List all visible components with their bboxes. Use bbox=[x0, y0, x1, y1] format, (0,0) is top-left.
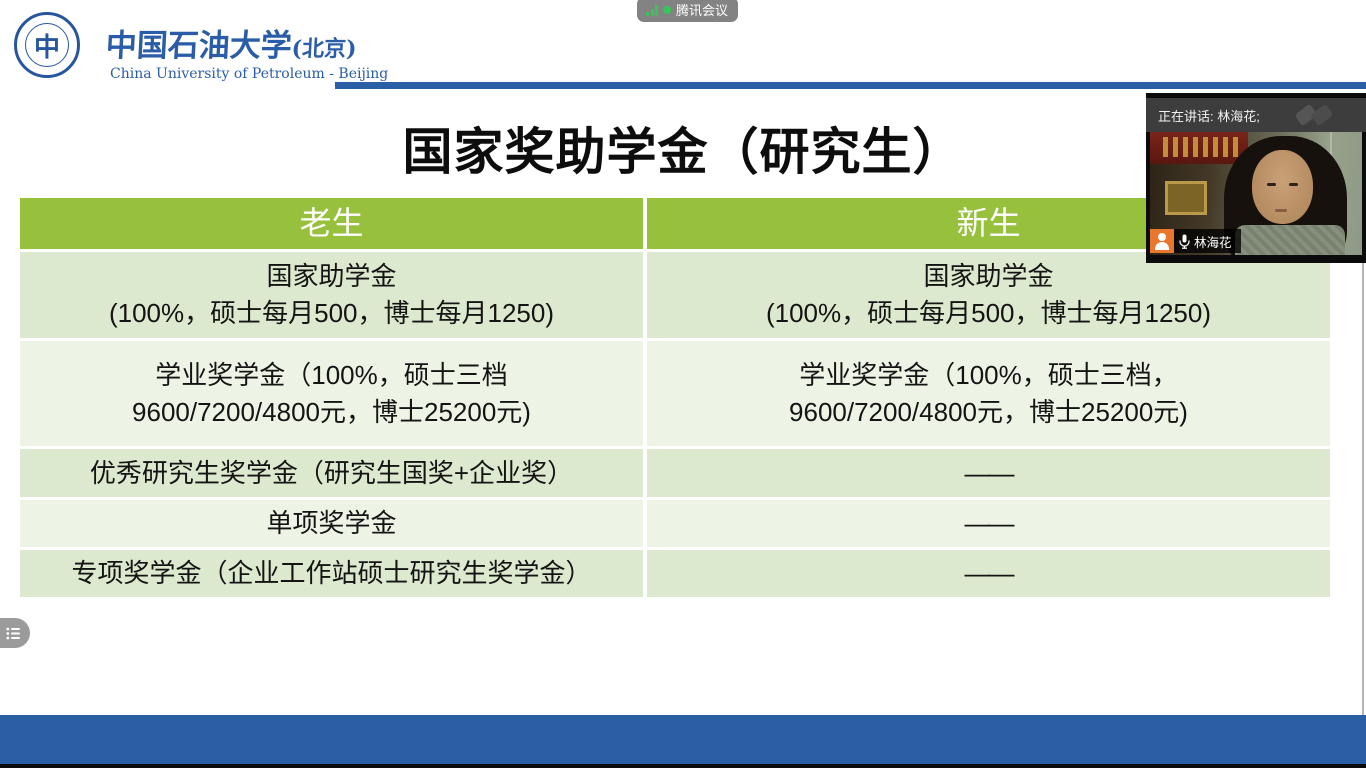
trophies bbox=[1158, 136, 1240, 157]
list-icon bbox=[5, 627, 20, 639]
shared-screen-edge bbox=[1362, 263, 1364, 715]
speaker-video-panel[interactable]: 正在讲话: 林海花; 林海花 bbox=[1146, 93, 1366, 263]
speaker-face bbox=[1251, 150, 1314, 225]
table-row: 国家助学金 (100%，硕士每月500，博士每月1250) 国家助学金 (100… bbox=[20, 252, 1330, 338]
table-row: 优秀研究生奖学金（研究生国奖+企业奖） —— bbox=[20, 449, 1330, 497]
meeting-status-pill[interactable]: 腾讯会议 bbox=[637, 0, 739, 22]
eye bbox=[1289, 182, 1299, 186]
university-seal: 中 bbox=[14, 12, 80, 78]
cell-special-scholarship-old: 专项奖学金（企业工作站硕士研究生奖学金） bbox=[20, 550, 643, 597]
participant-name: 林海花 bbox=[1194, 235, 1232, 250]
green-dot-icon bbox=[663, 6, 671, 14]
column-header-returning-students: 老生 bbox=[20, 198, 643, 249]
cell-single-scholarship-old: 单项奖学金 bbox=[20, 500, 643, 547]
screen-bottom-strip bbox=[0, 764, 1366, 768]
cell-single-scholarship-new: —— bbox=[647, 500, 1330, 547]
slide-title: 国家奖助学金（研究生） bbox=[402, 124, 964, 180]
cell-outstanding-scholarship-new: —— bbox=[647, 449, 1330, 497]
cell-outstanding-scholarship-old: 优秀研究生奖学金（研究生国奖+企业奖） bbox=[20, 449, 643, 497]
microphone-icon bbox=[1179, 234, 1190, 249]
speaking-banner: 正在讲话: 林海花; bbox=[1146, 98, 1366, 132]
cell-national-grant-old: 国家助学金 (100%，硕士每月500，博士每月1250) bbox=[20, 252, 643, 338]
webcam-video: 林海花 bbox=[1150, 132, 1362, 255]
university-name-suffix: (北京) bbox=[290, 36, 358, 62]
active-speaker-person-icon bbox=[1150, 229, 1174, 253]
meeting-app-label: 腾讯会议 bbox=[676, 2, 729, 18]
speaking-label: 正在讲话: 林海花; bbox=[1158, 108, 1260, 124]
name-strip: 林海花 bbox=[1174, 229, 1241, 253]
seal-monogram: 中 bbox=[25, 23, 69, 67]
header-divider-line bbox=[335, 82, 1366, 89]
mouth bbox=[1275, 209, 1288, 213]
table-row: 学业奖学金（100%，硕士三档 9600/7200/4800元，博士25200元… bbox=[20, 341, 1330, 446]
meeting-logo-watermark bbox=[1284, 103, 1344, 127]
cell-academic-scholarship-new: 学业奖学金（100%，硕士三档， 9600/7200/4800元，博士25200… bbox=[647, 341, 1330, 446]
university-name-en: China University of Petroleum - Beijing bbox=[110, 66, 389, 82]
sidebar-toggle-button[interactable] bbox=[0, 618, 30, 648]
eye bbox=[1266, 182, 1276, 186]
cell-special-scholarship-new: —— bbox=[647, 550, 1330, 597]
table-row: 单项奖学金 —— bbox=[20, 500, 1330, 547]
participant-badge: 林海花 bbox=[1150, 229, 1241, 253]
gold-plaque bbox=[1164, 181, 1207, 216]
table-header-row: 老生 新生 bbox=[20, 198, 1330, 249]
speaker-shirt bbox=[1234, 225, 1346, 255]
slide-footer-bar bbox=[0, 715, 1366, 764]
university-name-cn: 中国石油大学(北京) bbox=[104, 28, 358, 64]
scholarship-table: 老生 新生 国家助学金 (100%，硕士每月500，博士每月1250) 国家助学… bbox=[20, 198, 1330, 600]
signal-bars-icon bbox=[646, 4, 658, 16]
cell-academic-scholarship-old: 学业奖学金（100%，硕士三档 9600/7200/4800元，博士25200元… bbox=[20, 341, 643, 446]
cell-national-grant-new: 国家助学金 (100%，硕士每月500，博士每月1250) bbox=[647, 252, 1330, 338]
table-row: 专项奖学金（企业工作站硕士研究生奖学金） —— bbox=[20, 550, 1330, 597]
